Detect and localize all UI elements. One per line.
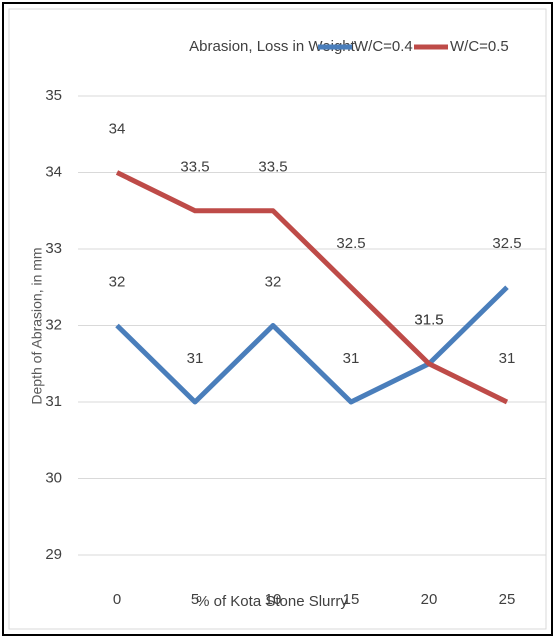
- y-tick-label: 32: [45, 316, 62, 333]
- data-label: 32.5: [336, 235, 365, 252]
- chart-title: Abrasion, Loss in Weight: [189, 38, 355, 55]
- y-axis-title: Depth of Abrasion, in mm: [29, 247, 45, 404]
- data-label: 31.5: [414, 312, 443, 329]
- series-line: [115, 285, 509, 405]
- x-axis-title: % of Kota Stone Slurry: [196, 593, 348, 610]
- x-tick-label: 25: [499, 591, 516, 608]
- y-tick-label: 33: [45, 240, 62, 257]
- data-label: 31: [187, 350, 204, 367]
- legend-label: W/C=0.5: [450, 38, 509, 55]
- x-tick-label: 15: [343, 591, 360, 608]
- outer-border: [2, 2, 553, 636]
- x-tick-label: 20: [421, 591, 438, 608]
- data-label: 34: [109, 120, 126, 137]
- x-tick-label: 0: [113, 591, 121, 608]
- y-tick-label: 35: [45, 87, 62, 104]
- data-label: 31.5: [414, 312, 443, 329]
- chart-area-border: [8, 8, 547, 630]
- y-tick-label: 29: [45, 546, 62, 563]
- data-label: 32: [265, 273, 282, 290]
- legend-label: W/C=0.4: [354, 38, 413, 55]
- data-label: 33.5: [180, 159, 209, 176]
- data-label: 32: [109, 273, 126, 290]
- x-tick-label: 10: [265, 591, 282, 608]
- data-label: 33.5: [258, 159, 287, 176]
- y-tick-label: 30: [45, 469, 62, 486]
- y-tick-label: 34: [45, 163, 62, 180]
- data-label: 32.5: [492, 235, 521, 252]
- data-label: 31: [343, 350, 360, 367]
- y-tick-label: 31: [45, 393, 62, 410]
- data-label: 31: [499, 350, 516, 367]
- series-line: [115, 170, 509, 405]
- x-tick-label: 5: [191, 591, 199, 608]
